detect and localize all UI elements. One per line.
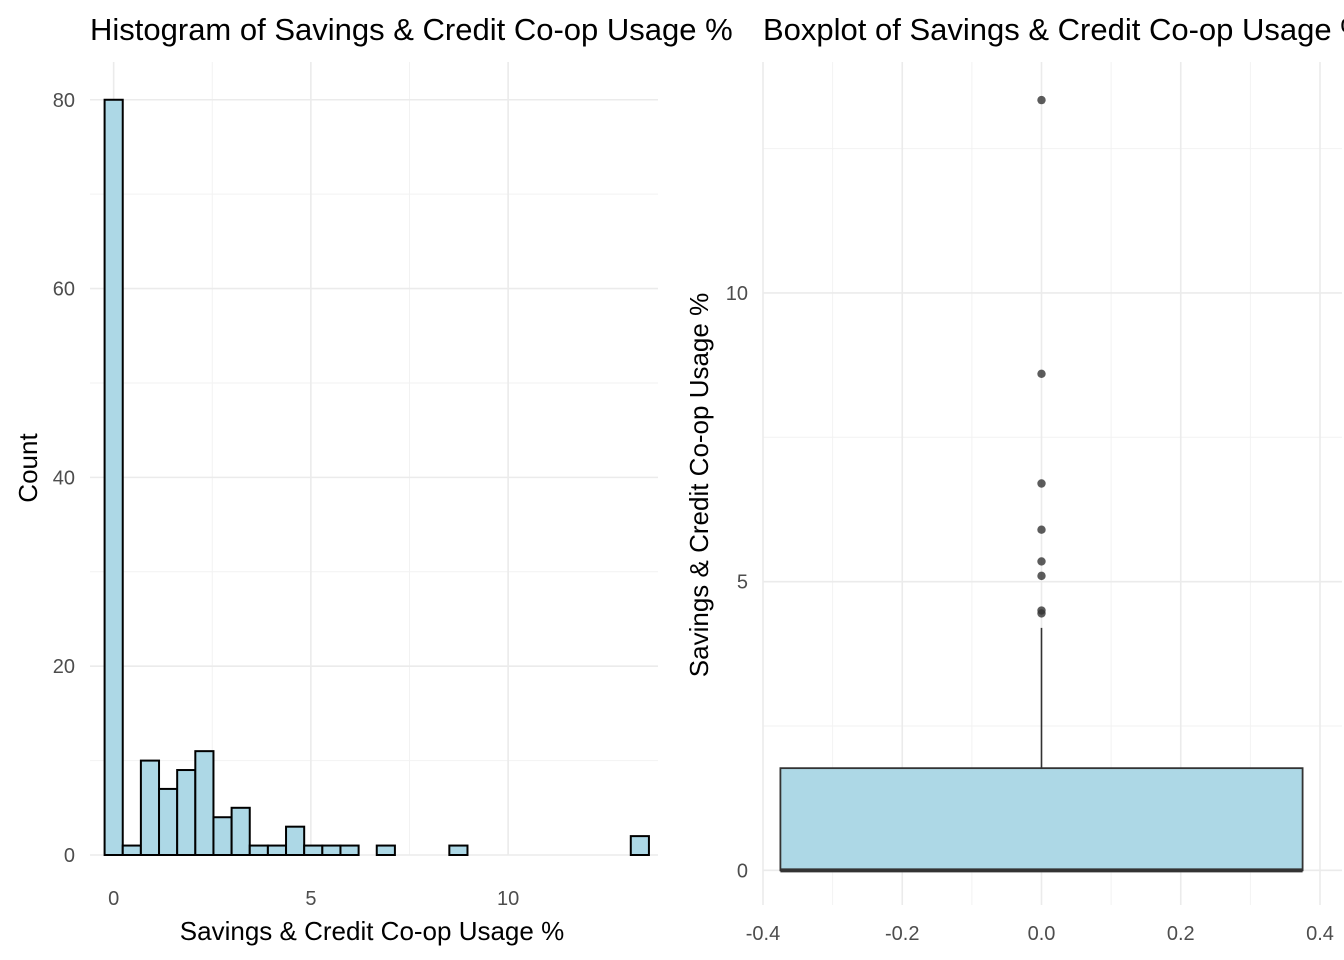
boxplot-outlier-point [1037, 609, 1046, 618]
histogram-x-tick-label: 0 [108, 888, 119, 910]
histogram-bar [212, 816, 233, 857]
histogram-bar [321, 844, 342, 856]
histogram-y-tick-label: 40 [53, 467, 75, 489]
histogram-bar [448, 844, 469, 856]
histogram-x-tick-labels: 0 5 10 [108, 888, 519, 910]
histogram-y-tick-label: 0 [64, 845, 75, 867]
boxplot-y-tick-label: 10 [726, 283, 748, 305]
histogram-y-axis-title: Count [13, 433, 43, 503]
histogram-x-tick-label: 10 [497, 888, 519, 910]
histogram-y-tick-label: 20 [53, 656, 75, 678]
boxplot-x-tick-label: -0.4 [746, 923, 780, 945]
histogram-bar [139, 759, 161, 856]
boxplot-x-tick-label: 0.2 [1167, 923, 1195, 945]
boxplot-y-tick-labels: 0 5 10 [726, 283, 748, 882]
boxplot-box [779, 767, 1304, 872]
histogram-bar [285, 825, 306, 857]
boxplot-y-tick-label: 5 [737, 572, 748, 594]
histogram-y-tick-label: 80 [53, 90, 75, 112]
boxplot-body [779, 95, 1304, 873]
histogram-bar [339, 844, 360, 856]
boxplot-x-tick-labels: -0.4 -0.2 0.0 0.2 0.4 [746, 923, 1334, 945]
histogram-bar [103, 98, 124, 856]
histogram-gridlines [90, 62, 658, 856]
boxplot-x-tick-label: 0.4 [1306, 923, 1334, 945]
histogram-bar [176, 769, 197, 856]
boxplot-outlier-point [1037, 369, 1046, 378]
boxplot-x-tick-label: 0.0 [1028, 923, 1056, 945]
boxplot-y-axis-title: Savings & Credit Co-op Usage % [684, 293, 714, 677]
histogram-bar [158, 787, 179, 857]
histogram-y-tick-label: 60 [53, 279, 75, 301]
boxplot-outlier-point [1037, 571, 1046, 581]
boxplot-outlier-point [1037, 95, 1046, 105]
histogram-bar [194, 750, 215, 857]
histogram-x-axis-title: Savings & Credit Co-op Usage % [180, 916, 564, 946]
histogram-panel: 0 5 10 0 20 40 60 80 Savings & Credit Co-op Us… [13, 62, 658, 946]
histogram-y-tick-labels: 0 20 40 60 80 [53, 90, 75, 867]
boxplot-y-tick-label: 0 [737, 860, 748, 882]
boxplot-outlier-point [1037, 479, 1046, 488]
boxplot-x-tick-label: -0.2 [885, 923, 919, 945]
histogram-bar [303, 844, 324, 856]
boxplot-outlier-point [1037, 557, 1046, 566]
boxplot-panel: -0.4 -0.2 0.0 0.2 0.4 0 5 10 Savings & Credit … [684, 62, 1342, 945]
boxplot-outlier-point [1037, 525, 1046, 534]
histogram-bars [103, 98, 650, 857]
histogram-x-tick-label: 5 [305, 888, 316, 910]
histogram-bar [230, 806, 251, 856]
boxplot-title: Boxplot of Savings & Credit Co-op Usage … [763, 12, 1344, 47]
histogram-bar [375, 844, 396, 856]
histogram-title: Histogram of Savings & Credit Co-op Usag… [90, 12, 733, 47]
histogram-bar [248, 844, 269, 856]
histogram-bar [266, 844, 288, 856]
histogram-bar [121, 844, 142, 856]
histogram-bar [629, 835, 650, 856]
